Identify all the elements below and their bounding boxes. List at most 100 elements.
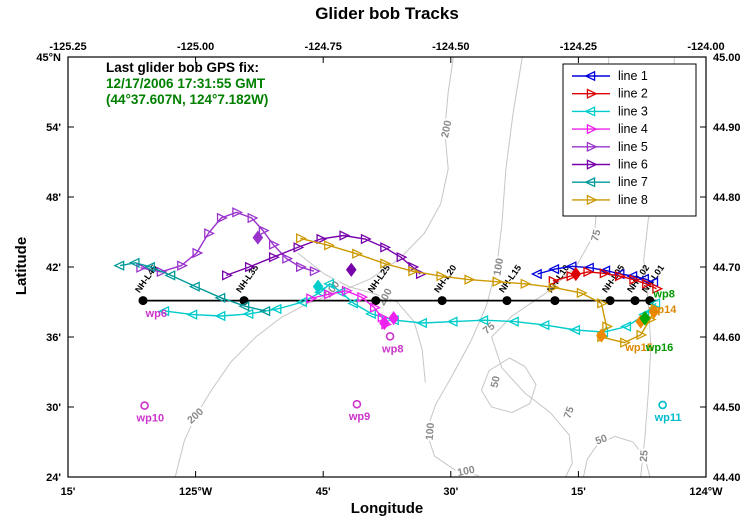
legend-label-8: line 8 <box>618 193 648 207</box>
track-marker-line-5 <box>177 260 189 271</box>
y-right-tick-label: 44.40 <box>713 472 741 484</box>
track-marker-line-6 <box>293 242 305 253</box>
x-bottom-tick-label: 45' <box>316 486 331 498</box>
track-marker-line-3 <box>416 317 427 329</box>
track-marker-line-4 <box>357 291 369 303</box>
track-marker-line-2 <box>642 278 653 290</box>
track-marker-line-3 <box>214 310 226 322</box>
y-right-tick-label: 44.60 <box>713 332 741 344</box>
track-diamond-line-4 <box>379 315 390 331</box>
track-diamond-line-8 <box>596 328 607 343</box>
contour-label-100: 100 <box>456 464 476 479</box>
track-marker-line-6 <box>415 268 427 280</box>
track-line-4 <box>310 290 387 325</box>
chart-title: Glider bob Tracks <box>315 4 459 23</box>
waypoint-label-wp9: wp9 <box>348 411 370 423</box>
track-marker-line-5 <box>136 262 148 273</box>
waypoint-label-wp11: wp11 <box>654 412 682 424</box>
track-marker-line-7 <box>238 300 250 312</box>
x-top-tick-label: -125.25 <box>49 41 86 53</box>
track-marker-line-8 <box>352 248 364 259</box>
track-marker-line-6 <box>268 251 280 263</box>
station-dot-NH-L25 <box>371 296 381 306</box>
x-axis-label: Longitude <box>350 500 424 517</box>
waypoint-marker-wp9 <box>352 399 362 409</box>
legend-marker-7 <box>584 176 596 188</box>
x-top-tick-label: -124.00 <box>687 41 724 53</box>
legend-box <box>562 63 697 217</box>
contour-label-100: 100 <box>424 422 437 441</box>
waypoint-label-wp6: wp6 <box>145 308 167 320</box>
x-top-tick-label: -124.75 <box>305 41 342 53</box>
track-marker-line-3 <box>620 321 632 332</box>
waypoint-label-wp10: wp10 <box>136 413 165 425</box>
contour-line-100 <box>425 56 523 477</box>
track-marker-line-5 <box>204 228 216 239</box>
legend-label-1: line 1 <box>618 69 648 83</box>
x-top-tick-label: -124.50 <box>432 41 469 53</box>
track-marker-line-5 <box>282 253 294 264</box>
x-bottom-tick-label: 124°W <box>689 486 723 498</box>
contour-label-75: 75 <box>589 228 604 243</box>
track-marker-line-3 <box>446 316 458 327</box>
track-marker-line-4 <box>341 285 353 297</box>
track-marker-line-5 <box>268 239 280 250</box>
waypoint-label-wp8: wp8 <box>652 289 674 301</box>
track-marker-line-1 <box>626 270 638 282</box>
track-marker-line-2 <box>583 266 595 278</box>
track-marker-line-5 <box>296 261 307 273</box>
legend-marker-6 <box>586 159 598 170</box>
y-right-tick-label: 44.80 <box>713 192 741 204</box>
waypoint-label-wp8: wp8 <box>381 343 403 355</box>
x-bottom-tick-label: 15' <box>571 486 586 498</box>
track-marker-line-6 <box>244 261 256 273</box>
legend-label-2: line 2 <box>618 87 648 101</box>
track-marker-line-3 <box>347 298 359 309</box>
track-marker-line-8 <box>636 329 648 341</box>
waypoint-marker-wp11 <box>658 400 667 410</box>
track-marker-line-3 <box>569 324 581 336</box>
track-marker-line-2 <box>629 274 641 285</box>
track-marker-line-1 <box>565 261 577 272</box>
track-marker-line-3 <box>334 286 346 298</box>
track-marker-line-5 <box>247 212 259 224</box>
y-left-tick-label: 36' <box>46 332 61 344</box>
track-marker-line-8 <box>602 321 614 332</box>
station-dot-NH-L20 <box>437 296 447 306</box>
track-marker-line-7 <box>188 281 200 292</box>
contour-label-25: 25 <box>638 450 651 463</box>
x-bottom-tick-label: 15' <box>61 486 76 498</box>
contour-label-100: 100 <box>491 257 506 276</box>
station-dot-NH-L45 <box>138 296 148 306</box>
track-marker-line-7 <box>143 261 155 273</box>
track-diamond-line-3 <box>312 279 324 294</box>
track-marker-line-8 <box>492 276 504 287</box>
track-marker-line-8 <box>296 233 307 244</box>
track-marker-line-1 <box>548 263 560 275</box>
contour-label-200: 200 <box>439 119 454 139</box>
y-left-tick-label: 30' <box>46 402 61 414</box>
waypoint-label-wp14: wp14 <box>648 304 677 316</box>
contour-line-50 <box>480 357 537 414</box>
track-line-3 <box>164 282 657 333</box>
legend-label-5: line 5 <box>618 140 648 154</box>
track-marker-line-8 <box>576 287 588 299</box>
legend-marker-2 <box>586 88 598 99</box>
track-marker-line-7 <box>164 270 176 281</box>
x-top-tick-label: -124.25 <box>560 41 597 53</box>
track-marker-line-8 <box>548 282 560 293</box>
track-marker-line-5 <box>192 247 204 259</box>
track-marker-line-8 <box>324 240 336 251</box>
waypoint-label-wp15: wp15 <box>624 342 653 354</box>
y-right-tick-label: 44.90 <box>713 122 741 134</box>
waypoint-label-wp16: wp16 <box>645 342 674 354</box>
track-marker-line-7 <box>128 257 140 269</box>
x-bottom-tick-label: 125°W <box>179 486 213 498</box>
y-left-tick-label: 48' <box>46 192 61 204</box>
track-marker-line-2 <box>652 283 664 294</box>
legend-marker-8 <box>586 194 598 206</box>
track-marker-line-2 <box>548 275 560 287</box>
track-marker-line-7 <box>113 260 125 271</box>
